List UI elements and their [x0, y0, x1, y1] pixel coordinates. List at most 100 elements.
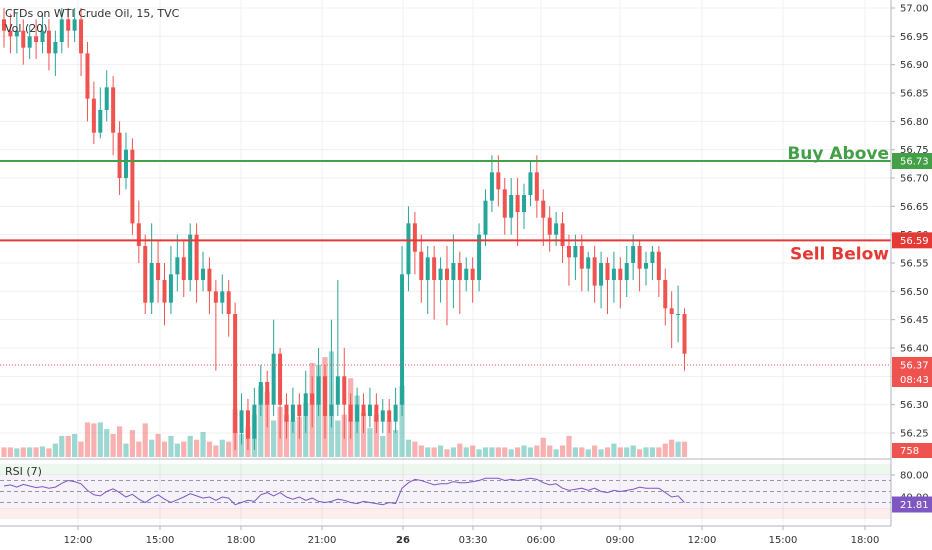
volume-bar: [97, 422, 103, 457]
volume-bar: [360, 412, 367, 457]
last-price-tag-text: 56.37: [900, 361, 929, 372]
volume-bar: [271, 420, 277, 457]
price-axis-panel[interactable]: [891, 0, 932, 526]
volume-bar: [534, 445, 540, 457]
candle-body: [149, 263, 154, 303]
chart-title: CFDs on WTI Crude Oil, 15, TVC: [5, 7, 180, 20]
candle-body: [663, 280, 668, 309]
candle-body: [470, 268, 475, 280]
candle-body: [374, 404, 379, 422]
candle-body: [14, 30, 19, 37]
candle-body: [46, 30, 51, 54]
candle-body: [297, 404, 302, 416]
candle-body: [156, 263, 161, 280]
volume-bar: [187, 435, 193, 457]
y-tick-label: 56.50: [900, 287, 929, 298]
candle-body: [21, 30, 26, 48]
rsi-overbought-zone: [0, 464, 891, 475]
y-tick-label: 56.55: [900, 259, 929, 270]
candle-body: [66, 19, 71, 31]
volume-bar: [559, 445, 566, 457]
volume-bar: [84, 422, 91, 457]
candle-body: [380, 410, 385, 422]
volume-bar: [412, 441, 418, 457]
volume-bar: [194, 439, 200, 457]
volume-bar: [91, 423, 97, 457]
y-tick-label: 56.45: [900, 315, 929, 326]
candle-body: [393, 404, 398, 422]
volume-bar: [425, 447, 431, 457]
volume-bar: [540, 437, 546, 457]
volume-bar: [52, 443, 58, 457]
volume-bar: [174, 443, 180, 457]
candle-body: [181, 257, 186, 280]
candle-body: [579, 246, 584, 269]
volume-bar: [1, 447, 7, 457]
volume-bar: [123, 443, 129, 457]
candle-body: [245, 410, 250, 439]
candle-body: [136, 223, 141, 246]
volume-bar: [104, 429, 110, 457]
candle-body: [284, 404, 289, 422]
volume-bar: [238, 433, 245, 457]
candle-body: [412, 223, 417, 252]
volume-bar: [592, 445, 598, 457]
candle-body: [541, 200, 546, 218]
candle-body: [201, 268, 206, 280]
rsi-indicator-label: RSI (7): [5, 465, 42, 478]
volume-bar: [200, 432, 206, 457]
candle-body: [624, 263, 629, 280]
y-tick-label: 56.30: [900, 400, 929, 411]
x-tick-label: 12:00: [64, 535, 93, 546]
candle-body: [323, 376, 327, 416]
volume-bar: [72, 433, 78, 457]
y-tick-label: 56.95: [900, 32, 929, 43]
rsi-pane: [0, 458, 891, 519]
time-axis-panel[interactable]: [0, 526, 932, 550]
candle-body: [104, 87, 109, 110]
y-tick-label: 56.25: [900, 429, 929, 440]
volume-bar: [482, 447, 489, 457]
candle-body: [271, 353, 276, 405]
volume-bar: [181, 441, 187, 457]
candle-body: [586, 257, 591, 269]
volume-bar: [14, 448, 20, 457]
volume-bar: [681, 441, 688, 457]
candle-body: [143, 246, 148, 303]
candle-body: [53, 42, 58, 54]
candle-body: [91, 98, 96, 133]
horizontal-grid: [0, 7, 891, 434]
volume-bar: [624, 447, 630, 457]
candle-body: [265, 382, 270, 405]
candle-body: [387, 410, 392, 422]
candle-body: [162, 280, 167, 303]
candle-body: [515, 195, 520, 212]
candle-body: [644, 263, 648, 269]
candle-body: [560, 223, 565, 246]
volume-bar: [20, 447, 26, 457]
volume-bar: [46, 448, 52, 457]
candle-body: [348, 404, 353, 422]
level-price-tag: [892, 232, 932, 249]
candle-body: [316, 376, 321, 405]
candle-body: [496, 172, 501, 190]
volume-bar: [463, 447, 469, 457]
volume-bar: [405, 439, 412, 457]
candle-body: [98, 110, 103, 133]
volume-bar: [604, 447, 611, 457]
candle-body: [682, 314, 687, 354]
candle-body: [252, 404, 257, 439]
volume-bar: [399, 385, 405, 457]
candle-body: [425, 257, 430, 280]
candle-body: [168, 274, 173, 303]
price-axis-tags: 56.73 56.59 56.37 08:43 758 21.81: [892, 153, 932, 513]
candle-body: [534, 172, 539, 201]
rsi-line: [3, 477, 685, 506]
candle-body: [599, 263, 604, 286]
volume-bar: [367, 428, 373, 457]
candle-body: [650, 251, 655, 263]
volume-bar: [553, 449, 559, 457]
candle-body: [175, 257, 180, 275]
